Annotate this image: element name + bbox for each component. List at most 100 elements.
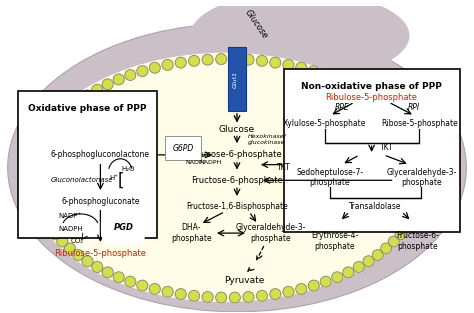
Circle shape (410, 140, 421, 151)
Circle shape (102, 79, 113, 90)
Circle shape (82, 256, 93, 267)
Circle shape (418, 181, 428, 192)
Circle shape (44, 125, 55, 135)
Circle shape (332, 74, 343, 85)
Text: Transaldolase: Transaldolase (349, 202, 402, 211)
Circle shape (229, 54, 240, 64)
Ellipse shape (190, 0, 410, 80)
Text: 6-phosphogluconolactone: 6-phosphogluconolactone (51, 150, 150, 159)
Text: CO₂: CO₂ (71, 238, 83, 244)
Text: NADP⁺: NADP⁺ (186, 160, 207, 165)
Text: [: [ (118, 171, 125, 189)
Circle shape (353, 262, 365, 272)
Circle shape (113, 272, 124, 283)
Circle shape (31, 198, 42, 208)
Text: Ribose-5-phosphate: Ribose-5-phosphate (381, 119, 458, 128)
Circle shape (73, 250, 84, 260)
Circle shape (363, 90, 374, 101)
Text: 6-phosphogluconate: 6-phosphogluconate (61, 197, 140, 206)
Text: Fructose-6-
phosphate: Fructose-6- phosphate (396, 231, 439, 250)
Text: Glut1: Glut1 (233, 71, 237, 88)
Text: TKT: TKT (277, 163, 291, 172)
Circle shape (372, 96, 383, 107)
Text: Glyceraldehyde-3-
phosphate: Glyceraldehyde-3- phosphate (386, 167, 456, 187)
Text: RPI: RPI (408, 103, 419, 112)
Circle shape (416, 190, 427, 200)
Circle shape (35, 206, 46, 217)
Circle shape (401, 125, 412, 135)
Text: Erythrose-4-
phosphate: Erythrose-4- phosphate (311, 231, 358, 250)
Text: Xylulose-5-phosphate: Xylulose-5-phosphate (283, 119, 366, 128)
Circle shape (125, 276, 136, 287)
Circle shape (229, 292, 240, 303)
Circle shape (296, 284, 307, 294)
Circle shape (189, 290, 200, 301)
Text: Glucose: Glucose (243, 8, 270, 40)
Text: Fructose-1,6-Bisphosphate: Fructose-1,6-Bisphosphate (186, 202, 288, 211)
Circle shape (414, 148, 425, 159)
Circle shape (73, 96, 84, 107)
Circle shape (353, 84, 365, 95)
Text: TKT: TKT (380, 142, 393, 151)
Text: Pyruvate: Pyruvate (224, 275, 264, 285)
Circle shape (381, 103, 392, 114)
Text: H₂O: H₂O (121, 166, 135, 172)
Ellipse shape (26, 53, 424, 302)
Circle shape (50, 229, 61, 240)
Text: Sedoheptulose-7-
phosphate: Sedoheptulose-7- phosphate (296, 167, 363, 187)
Text: NADP⁺: NADP⁺ (58, 213, 82, 219)
Text: Ribulose-5-phosphate: Ribulose-5-phosphate (55, 249, 146, 258)
Circle shape (29, 190, 40, 200)
Circle shape (243, 292, 254, 302)
Circle shape (149, 284, 160, 294)
Circle shape (162, 59, 173, 70)
Circle shape (388, 236, 399, 247)
Circle shape (372, 250, 383, 260)
Text: Hexokinase/
glucokinase: Hexokinase/ glucokinase (248, 134, 287, 145)
Ellipse shape (8, 23, 466, 312)
Circle shape (320, 276, 331, 287)
Circle shape (27, 173, 38, 184)
FancyBboxPatch shape (284, 69, 460, 232)
Circle shape (202, 292, 213, 302)
Circle shape (418, 165, 428, 175)
Circle shape (29, 156, 40, 167)
Circle shape (270, 57, 281, 68)
Text: Glucose: Glucose (219, 125, 255, 134)
Circle shape (35, 140, 46, 151)
Circle shape (137, 66, 148, 76)
Circle shape (27, 165, 38, 175)
Circle shape (332, 272, 343, 283)
Circle shape (137, 280, 148, 291)
Text: G6PD: G6PD (173, 144, 194, 152)
Circle shape (256, 55, 267, 66)
Circle shape (320, 70, 331, 80)
Text: Glyceraldehyde-3-
phosphate: Glyceraldehyde-3- phosphate (236, 223, 306, 243)
Circle shape (92, 84, 103, 95)
Circle shape (308, 280, 319, 291)
Text: Oxidative phase of PPP: Oxidative phase of PPP (28, 104, 146, 113)
Circle shape (175, 289, 186, 300)
Circle shape (57, 236, 68, 247)
Text: NADPH: NADPH (199, 160, 221, 165)
Circle shape (283, 286, 294, 297)
Circle shape (395, 229, 406, 240)
Circle shape (418, 173, 429, 184)
Circle shape (296, 62, 307, 73)
FancyBboxPatch shape (18, 91, 157, 238)
Text: Non-oxidative phase of PPP: Non-oxidative phase of PPP (301, 82, 442, 90)
Circle shape (308, 66, 319, 76)
FancyBboxPatch shape (228, 47, 246, 111)
Circle shape (406, 132, 417, 143)
Circle shape (39, 214, 50, 224)
Circle shape (39, 132, 50, 143)
Circle shape (395, 117, 406, 128)
Circle shape (50, 117, 61, 128)
Circle shape (31, 148, 42, 159)
Circle shape (189, 55, 200, 66)
Circle shape (27, 181, 38, 192)
Circle shape (162, 286, 173, 297)
Circle shape (256, 290, 267, 301)
Circle shape (283, 59, 294, 70)
Text: Gluconolactonase: Gluconolactonase (51, 177, 113, 183)
